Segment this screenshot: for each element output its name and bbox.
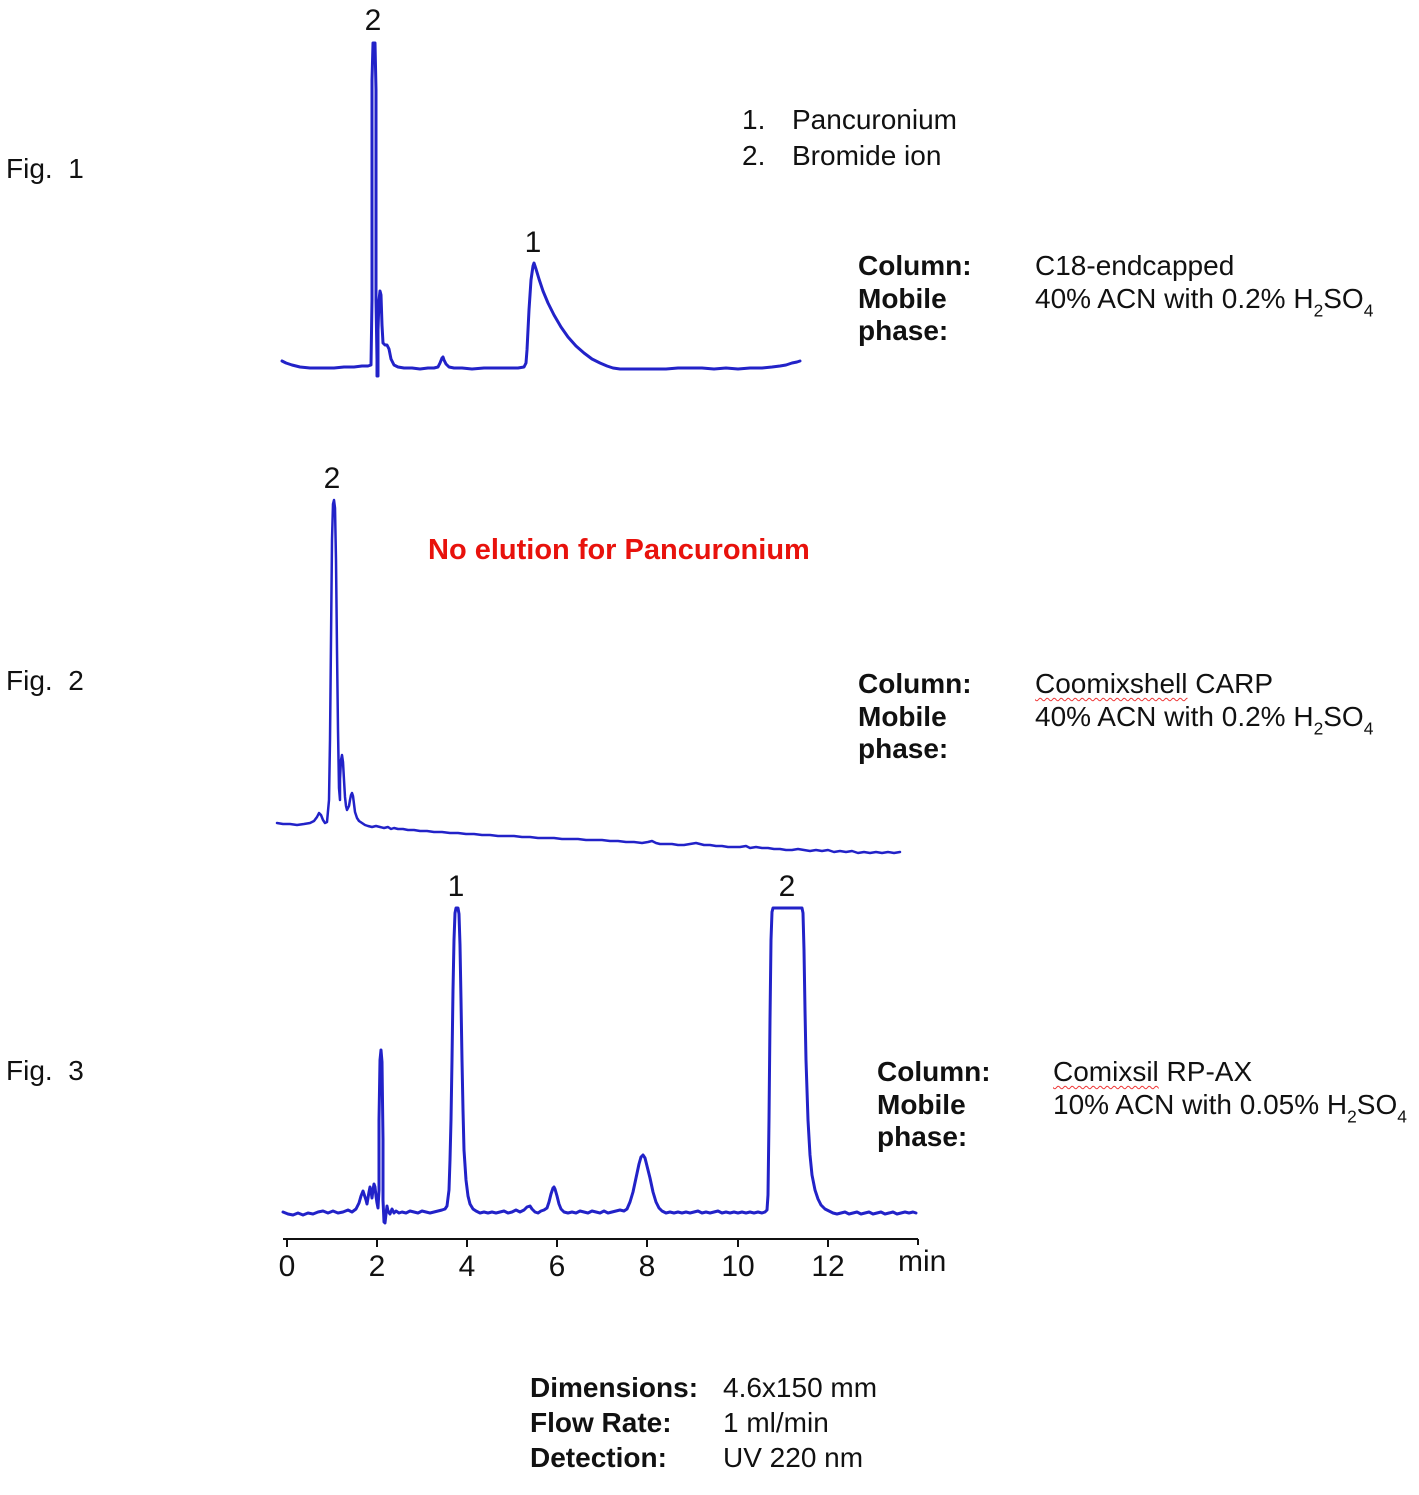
legend-label: Pancuronium	[792, 104, 957, 135]
subscript: 2	[1313, 300, 1324, 321]
misspelled-word: Comixsil	[1053, 1056, 1159, 1087]
column-label: Column:	[858, 668, 972, 699]
column-value: Comixsil RP-AX	[1053, 1056, 1252, 1089]
x-axis-tick-label: 8	[639, 1250, 656, 1283]
text-segment: SO	[1323, 701, 1364, 732]
subscript: 4	[1363, 300, 1374, 321]
column-value: C18-endcapped	[1035, 250, 1234, 283]
mobile-phase-label: Mobile phase:	[877, 1089, 968, 1152]
x-axis-tick-label: 2	[369, 1250, 386, 1283]
detection-value: UV 220 nm	[723, 1442, 864, 1473]
dimensions-row: Dimensions: 4.6x150 mm	[530, 1372, 877, 1407]
mobile-phase-value: 10% ACN with 0.05% H2SO4	[1053, 1089, 1407, 1127]
text-segment: C18-endcapped	[1035, 250, 1235, 281]
text-segment: SO	[1356, 1089, 1398, 1120]
fig3-trace	[281, 906, 918, 1225]
flow-rate-value: 1 ml/min	[723, 1407, 829, 1438]
shared-method-conditions: Dimensions: 4.6x150 mm Flow Rate: 1 ml/m…	[530, 1372, 877, 1477]
mobile-phase-row: Mobile phase: 40% ACN with 0.2% H2SO4	[858, 283, 1373, 346]
column-row: Column: C18-endcapped	[858, 250, 1373, 283]
text-segment: 40% ACN with 0.2% H	[1035, 283, 1314, 314]
subscript: 4	[1397, 1106, 1407, 1127]
column-value: Coomixshell CARP	[1035, 668, 1273, 701]
column-label: Column:	[858, 250, 972, 281]
legend-item-2: 2. Bromide ion	[742, 138, 957, 174]
detection-label: Detection:	[530, 1442, 667, 1473]
mobile-phase-label: Mobile phase:	[858, 701, 949, 764]
text-segment: 40% ACN with 0.2% H	[1035, 701, 1314, 732]
fig1-trace	[280, 41, 802, 378]
legend-item-1: 1. Pancuronium	[742, 102, 957, 138]
x-axis-tick-label: 4	[459, 1250, 476, 1283]
dimensions-value: 4.6x150 mm	[723, 1372, 878, 1403]
text-segment: SO	[1323, 283, 1364, 314]
fig2-caption: Fig. 2	[6, 665, 84, 696]
legend-number: 2.	[742, 140, 766, 171]
mobile-phase-value: 40% ACN with 0.2% H2SO4	[1035, 701, 1373, 739]
mobile-phase-value: 40% ACN with 0.2% H2SO4	[1035, 283, 1373, 321]
fig3-peak-label-1: 1	[447, 870, 465, 903]
text-segment: CARP	[1187, 668, 1274, 699]
fig2-peak-label-2: 2	[323, 462, 341, 495]
column-row: Column: Coomixshell CARP	[858, 668, 1373, 701]
fig3-caption: Fig. 3	[6, 1055, 84, 1086]
text-segment: 10% ACN with 0.05% H	[1053, 1089, 1348, 1120]
legend-number: 1.	[742, 104, 766, 135]
x-axis-tick-label: 10	[721, 1250, 754, 1283]
fig1-caption: Fig. 1	[6, 153, 84, 184]
mobile-phase-row: Mobile phase: 40% ACN with 0.2% H2SO4	[858, 701, 1373, 764]
peak-legend: 1. Pancuronium 2. Bromide ion	[742, 102, 957, 174]
subscript: 2	[1347, 1106, 1357, 1127]
subscript: 4	[1363, 718, 1374, 739]
text-segment: RP-AX	[1158, 1056, 1253, 1087]
column-row: Column: Comixsil RP-AX	[877, 1056, 1407, 1089]
fig3-conditions: Column: Comixsil RP-AX Mobile phase: 10%…	[877, 1056, 1407, 1152]
misspelled-word: Coomixshell	[1035, 668, 1188, 699]
fig2-trace	[275, 498, 902, 855]
x-axis-tick-label: 6	[549, 1250, 566, 1283]
detection-row: Detection: UV 220 nm	[530, 1442, 877, 1477]
fig3-peak-label-2: 2	[778, 870, 796, 903]
x-axis-tick-label: 12	[811, 1250, 844, 1283]
no-elution-note: No elution for Pancuronium	[428, 534, 810, 566]
legend-label: Bromide ion	[792, 140, 942, 171]
mobile-phase-label: Mobile phase:	[858, 283, 949, 346]
fig1-peak-label-1: 1	[524, 226, 542, 259]
fig1-conditions: Column: C18-endcapped Mobile phase: 40% …	[858, 250, 1373, 346]
x-axis-unit-label: min	[898, 1245, 946, 1278]
column-label: Column:	[877, 1056, 991, 1087]
flow-rate-label: Flow Rate:	[530, 1407, 672, 1438]
x-axis: 0 2 4 6 8 10 12 min	[279, 1238, 946, 1283]
flow-rate-row: Flow Rate: 1 ml/min	[530, 1407, 877, 1442]
subscript: 2	[1313, 718, 1324, 739]
x-axis-tick-label: 0	[279, 1250, 296, 1283]
fig2-conditions: Column: Coomixshell CARP Mobile phase: 4…	[858, 668, 1373, 764]
fig1-peak-label-2: 2	[364, 4, 382, 37]
dimensions-label: Dimensions:	[530, 1372, 699, 1403]
mobile-phase-row: Mobile phase: 10% ACN with 0.05% H2SO4	[877, 1089, 1407, 1152]
